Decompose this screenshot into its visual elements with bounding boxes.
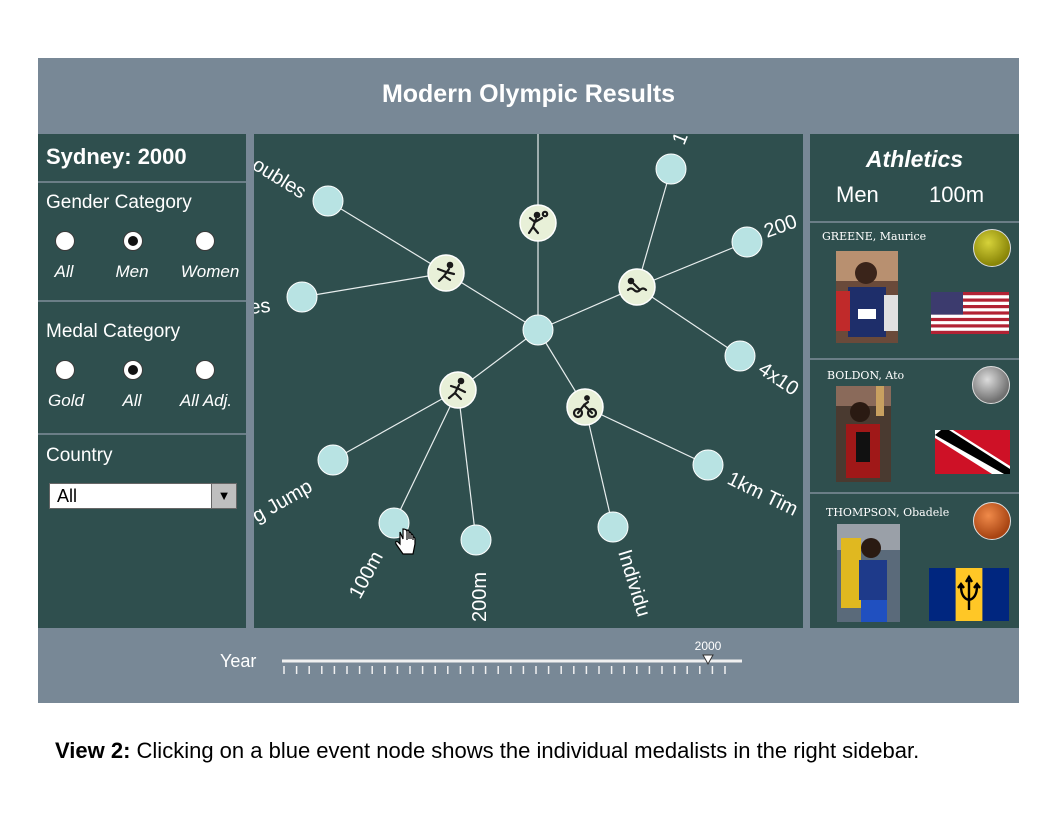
app-title: Modern Olympic Results (381, 80, 676, 108)
event-node[interactable] (460, 524, 492, 556)
event-node[interactable] (312, 185, 344, 217)
event-value: 100m (929, 182, 985, 207)
barbados-flag-icon (929, 568, 1009, 621)
divider (38, 181, 246, 183)
trinidad-tobago-flag-icon (935, 430, 1010, 474)
usa-flag-icon (931, 292, 1009, 334)
event-label: Individu (613, 547, 654, 619)
volleyball-icon[interactable] (519, 204, 557, 242)
gender-category-title: Gender Category (46, 192, 192, 213)
games-hub-node[interactable] (522, 314, 554, 346)
event-graph: oubles es g Jump 100m 200m Individu 1km … (254, 134, 802, 622)
filter-sidebar: Sydney: 2000 Gender Category All Men Wom… (38, 134, 246, 628)
figure-caption: View 2: Clicking on a blue event node sh… (55, 738, 919, 764)
event-label-200m: 200m (469, 572, 491, 622)
event-node[interactable] (286, 281, 318, 313)
event-label: es (254, 295, 272, 319)
athlete-photo (836, 251, 898, 343)
medal-radio-all[interactable] (123, 360, 143, 380)
bronze-medal-icon (973, 502, 1011, 540)
medalist-name: THOMPSON, Obadele (826, 506, 950, 519)
gender-radio-men[interactable] (123, 231, 143, 251)
event-label-100m: 100m (345, 548, 388, 603)
gender-radio-women[interactable] (195, 231, 215, 251)
olympics-app: Modern Olympic Results Sydney: 2000 Gend… (38, 58, 1019, 703)
event-node[interactable] (597, 511, 629, 543)
medal-label-gold: Gold (48, 391, 84, 410)
event-node[interactable] (731, 226, 763, 258)
gender-label-men: Men (115, 262, 149, 281)
medalist-sidebar: Athletics Men 100m GREENE, Maurice (810, 134, 1019, 628)
medal-category-title: Medal Category (46, 321, 181, 342)
athlete-photo (837, 524, 900, 622)
divider (810, 221, 1019, 223)
athlete-photo (836, 386, 891, 482)
medalist-name: GREENE, Maurice (822, 230, 927, 243)
medal-radio-all-adj[interactable] (195, 360, 215, 380)
sport-title: Athletics (865, 146, 964, 172)
silver-medal-icon (972, 366, 1010, 404)
event-label: 1km Tim (724, 468, 802, 521)
year-slider-handle[interactable] (702, 654, 714, 666)
country-select-value: All (57, 486, 78, 506)
athletics-icon[interactable] (439, 371, 477, 409)
event-node[interactable] (692, 449, 724, 481)
gold-medal-icon (973, 229, 1011, 267)
medal-label-all-adj: All Adj. (179, 391, 233, 410)
year-slider[interactable]: 2000 (280, 640, 745, 680)
selected-year-label: 2000 (695, 640, 722, 653)
medal-label-all: All (122, 391, 142, 410)
event-label: oubles (254, 154, 310, 204)
year-label: Year (220, 651, 257, 671)
event-node[interactable] (724, 340, 756, 372)
gender-label-all: All (54, 262, 74, 281)
hand-cursor-icon (395, 528, 416, 555)
caption-label: View 2: (55, 738, 131, 763)
gender-radio-all[interactable] (55, 231, 75, 251)
divider (38, 433, 246, 435)
event-graph-panel: oubles es g Jump 100m 200m Individu 1km … (254, 134, 803, 628)
divider (810, 492, 1019, 494)
games-title: Sydney: 2000 (46, 144, 187, 169)
event-label: g Jump (254, 475, 316, 527)
medalist-name: BOLDON, Ato (827, 369, 905, 382)
medal-radio-gold[interactable] (55, 360, 75, 380)
gender-label-women: Women (180, 262, 240, 281)
country-title: Country (46, 445, 113, 466)
event-label: 4x10 (754, 358, 802, 400)
event-node[interactable] (317, 444, 349, 476)
gender-value: Men (836, 182, 879, 207)
country-select[interactable]: All ▼ (49, 483, 237, 509)
divider (810, 358, 1019, 360)
event-node[interactable] (655, 153, 687, 185)
chevron-down-icon[interactable]: ▼ (211, 484, 236, 508)
event-label: 1 (668, 134, 693, 148)
event-label: 200 (761, 211, 800, 243)
divider (38, 300, 246, 302)
event-node-100m[interactable] (378, 507, 410, 539)
caption-text: Clicking on a blue event node shows the … (130, 738, 920, 763)
